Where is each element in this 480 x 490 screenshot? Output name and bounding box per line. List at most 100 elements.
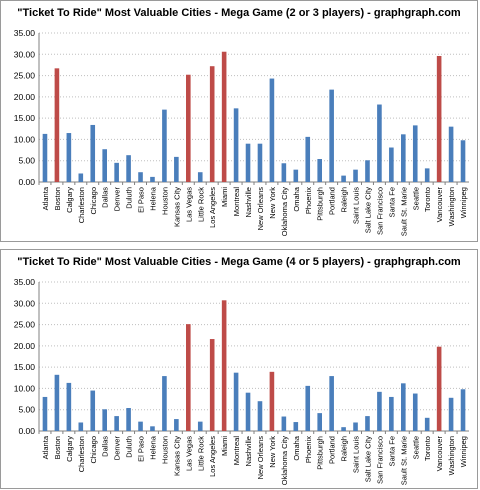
x-tick-label: Washington xyxy=(447,436,456,475)
bar-el-paso xyxy=(138,421,143,431)
x-tick-label: Nashville xyxy=(244,187,253,217)
bar-miami xyxy=(221,51,227,182)
y-tick-label: 30.00 xyxy=(14,49,36,59)
bar-pittsburgh xyxy=(317,159,322,182)
x-tick-label: Omaha xyxy=(292,435,301,460)
bar-santa-fe xyxy=(389,396,394,431)
bar-denver xyxy=(114,416,119,431)
bar-winnipeg xyxy=(460,140,466,182)
x-tick-label: Las Vegas xyxy=(184,187,193,222)
bar-raleigh xyxy=(341,427,346,431)
bar-montreal xyxy=(233,372,239,431)
bar-new-york xyxy=(269,371,275,431)
y-tick-label: 25.00 xyxy=(14,320,36,330)
x-tick-label: Las Vegas xyxy=(184,436,193,471)
x-tick-label: Phoenix xyxy=(304,436,313,463)
bar-denver xyxy=(114,162,119,182)
x-tick-label: Miami xyxy=(220,436,229,456)
bar-little-rock xyxy=(197,421,203,431)
x-tick-label: New York xyxy=(268,436,277,468)
y-tick-label: 35.00 xyxy=(14,277,36,287)
bar-omaha xyxy=(293,169,299,182)
bar-seattle xyxy=(412,125,418,182)
bar-kansas-city xyxy=(174,419,179,431)
x-tick-label: Los Angeles xyxy=(208,436,217,477)
bar-saint-louis xyxy=(353,422,358,431)
bar-nashville xyxy=(245,143,251,182)
bar-chicago xyxy=(90,124,96,182)
bar-houston xyxy=(162,376,167,431)
bar-charleston xyxy=(78,422,84,431)
x-tick-label: Kansas City xyxy=(172,187,181,227)
x-tick-label: New York xyxy=(268,187,277,219)
x-tick-label: Helena xyxy=(148,186,157,211)
x-tick-label: Dallas xyxy=(101,187,110,208)
x-tick-label: Pittsburgh xyxy=(316,436,325,470)
bar-seattle xyxy=(412,393,418,431)
x-tick-label: San Francisco xyxy=(375,187,384,235)
bar-washington xyxy=(448,126,454,182)
bar-calgary xyxy=(66,133,72,182)
x-tick-label: Winnipeg xyxy=(459,436,468,467)
x-tick-label: Oklahoma City xyxy=(280,436,289,485)
bar-charleston xyxy=(78,173,84,182)
bar-los-angeles xyxy=(209,339,215,431)
x-tick-label: Seattle xyxy=(411,436,420,459)
x-tick-label: Salt Lake City xyxy=(363,436,372,483)
y-tick-label: 0.00 xyxy=(18,426,35,436)
y-tick-label: 25.00 xyxy=(14,71,36,81)
x-tick-label: Little Rock xyxy=(196,436,205,471)
bar-san-francisco xyxy=(377,104,382,182)
chart-panel-2-3-players: "Ticket To Ride" Most Valuable Cities - … xyxy=(0,0,478,242)
bar-houston xyxy=(162,109,167,182)
x-tick-label: Sault St. Marie xyxy=(399,436,408,485)
x-tick-label: Helena xyxy=(148,435,157,460)
x-tick-label: Boston xyxy=(53,187,62,210)
y-tick-label: 10.00 xyxy=(14,134,36,144)
bar-vancouver xyxy=(436,55,442,182)
bar-toronto xyxy=(424,168,430,182)
y-tick-label: 15.00 xyxy=(14,113,36,123)
x-tick-label: Portland xyxy=(328,436,337,464)
x-tick-label: Vancouver xyxy=(435,436,444,472)
x-tick-label: Pittsburgh xyxy=(316,187,325,221)
y-tick-label: 35.00 xyxy=(14,28,36,38)
x-tick-label: Omaha xyxy=(292,186,301,211)
x-tick-label: Duluth xyxy=(125,436,134,458)
bar-new-orleans xyxy=(257,143,263,182)
bar-dallas xyxy=(102,409,107,431)
bar-little-rock xyxy=(197,172,203,182)
x-tick-label: Charleston xyxy=(77,436,86,472)
bar-miami xyxy=(221,300,227,431)
x-tick-label: Seattle xyxy=(411,187,420,210)
bar-winnipeg xyxy=(460,389,466,431)
bar-boston xyxy=(54,374,60,431)
y-tick-label: 5.00 xyxy=(18,405,35,415)
bar-portland xyxy=(329,376,334,431)
bar-pittsburgh xyxy=(317,413,322,431)
x-tick-label: Salt Lake City xyxy=(363,187,372,234)
x-tick-label: Houston xyxy=(160,187,169,215)
chart-title: "Ticket To Ride" Most Valuable Cities - … xyxy=(17,7,461,19)
bar-washington xyxy=(448,397,454,431)
x-tick-label: Calgary xyxy=(65,436,74,462)
bar-calgary xyxy=(66,382,72,431)
x-tick-label: Calgary xyxy=(65,187,74,213)
x-tick-label: Kansas City xyxy=(172,436,181,476)
chart-title: "Ticket To Ride" Most Valuable Cities - … xyxy=(17,256,461,268)
bar-portland xyxy=(329,89,334,182)
x-tick-label: Portland xyxy=(328,187,337,215)
x-tick-label: Charleston xyxy=(77,187,86,223)
bar-salt-lake-city xyxy=(365,160,370,182)
x-tick-label: San Francisco xyxy=(375,436,384,484)
x-tick-label: Oklahoma City xyxy=(280,187,289,236)
x-tick-label: Houston xyxy=(160,436,169,464)
x-tick-label: Washington xyxy=(447,187,456,226)
bar-las-vegas xyxy=(186,74,191,182)
x-tick-label: New Orleans xyxy=(256,436,265,480)
bar-raleigh xyxy=(341,175,346,182)
x-tick-label: Atlanta xyxy=(41,186,50,210)
x-tick-label: Raleigh xyxy=(340,187,349,212)
x-tick-label: Vancouver xyxy=(435,187,444,223)
y-tick-label: 15.00 xyxy=(14,362,36,372)
